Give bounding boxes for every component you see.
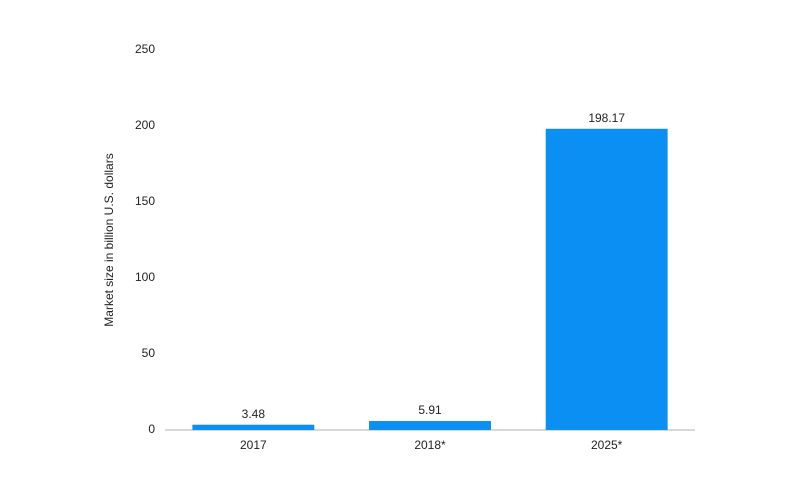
value-label: 5.91 xyxy=(418,403,442,417)
value-label: 3.48 xyxy=(242,407,266,421)
x-tick-label: 2017 xyxy=(240,438,267,452)
value-label: 198.17 xyxy=(588,111,625,125)
bar xyxy=(192,424,315,430)
bar xyxy=(545,128,668,430)
y-tick-label: 0 xyxy=(148,422,155,436)
bar xyxy=(369,421,491,430)
y-tick-label: 100 xyxy=(135,270,155,284)
y-tick-label: 150 xyxy=(135,194,155,208)
y-tick-label: 200 xyxy=(135,118,155,132)
x-tick-label: 2018* xyxy=(414,438,446,452)
y-tick-label: 50 xyxy=(142,346,156,360)
y-axis-label: Market size in billion U.S. dollars xyxy=(102,153,116,326)
x-tick-label: 2025* xyxy=(591,438,623,452)
y-tick-label: 250 xyxy=(135,42,155,56)
